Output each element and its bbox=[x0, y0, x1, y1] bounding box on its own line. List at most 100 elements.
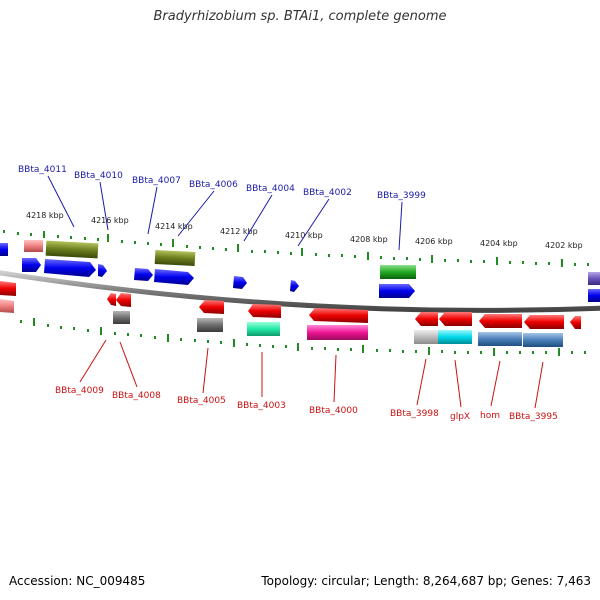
gene-feature-left-edge[interactable] bbox=[0, 299, 14, 313]
scale-dot bbox=[147, 242, 149, 245]
scale-tick bbox=[167, 334, 169, 342]
gene-feature[interactable] bbox=[113, 311, 130, 324]
gene-arrow[interactable] bbox=[154, 269, 194, 285]
gene-label[interactable]: hom bbox=[480, 411, 500, 421]
leader-line bbox=[416, 358, 427, 406]
gene-feature[interactable] bbox=[523, 333, 563, 347]
gene-arrow[interactable] bbox=[309, 308, 368, 323]
scale-dot bbox=[584, 351, 586, 354]
scale-dot bbox=[389, 349, 391, 352]
gene-feature[interactable] bbox=[307, 325, 368, 340]
gene-arrow[interactable] bbox=[479, 314, 522, 328]
scale-tick bbox=[172, 239, 174, 247]
leader-line bbox=[202, 347, 209, 394]
leader-line bbox=[243, 194, 273, 242]
scale-dot bbox=[20, 320, 22, 323]
reverse-strand-features bbox=[0, 281, 581, 347]
scale-dot bbox=[480, 351, 482, 354]
gene-arrow[interactable] bbox=[415, 312, 438, 326]
genome-summary: Topology: circular; Length: 8,264,687 bp… bbox=[261, 574, 591, 588]
gene-label[interactable]: glpX bbox=[450, 412, 470, 422]
scale-dot bbox=[47, 324, 49, 327]
gene-label[interactable]: BBta_4004 bbox=[246, 184, 295, 194]
scale-dot bbox=[272, 345, 274, 348]
gene-feature[interactable] bbox=[247, 322, 280, 336]
gene-arrow[interactable] bbox=[379, 284, 415, 298]
scale-dot bbox=[402, 350, 404, 353]
scale-dot bbox=[264, 250, 266, 253]
scale-tick bbox=[301, 248, 303, 256]
gene-arrow[interactable] bbox=[233, 276, 247, 289]
scale-dot bbox=[140, 334, 142, 337]
gene-label[interactable]: BBta_4009 bbox=[55, 386, 104, 396]
gene-feature[interactable] bbox=[197, 318, 223, 332]
gene-feature[interactable] bbox=[414, 330, 438, 344]
scale-dot bbox=[114, 332, 116, 335]
scale-tick bbox=[558, 348, 560, 356]
leader-line bbox=[454, 359, 462, 408]
gene-feature[interactable] bbox=[438, 330, 472, 344]
scale-dot bbox=[17, 232, 19, 235]
genome-backbone bbox=[0, 270, 600, 313]
gene-arrow[interactable] bbox=[22, 258, 41, 272]
scale-tick bbox=[297, 343, 299, 351]
scale-tick bbox=[428, 347, 430, 355]
leader-line bbox=[47, 175, 75, 228]
reverse-gene-labels: BBta_4009 BBta_4008 BBta_4005 BBta_4003 … bbox=[55, 386, 558, 422]
scale-dot bbox=[246, 343, 248, 346]
scale-tick bbox=[233, 339, 235, 347]
gene-arrow[interactable] bbox=[134, 268, 153, 281]
gene-feature[interactable] bbox=[588, 272, 600, 285]
scale-label: 4214 kbp bbox=[155, 222, 193, 231]
leader-line bbox=[79, 339, 107, 383]
gene-feature[interactable] bbox=[154, 249, 196, 267]
gene-label[interactable]: BBta_4011 bbox=[18, 165, 67, 175]
reverse-label-leaders bbox=[79, 339, 544, 409]
gene-arrow[interactable] bbox=[199, 300, 224, 314]
gene-label[interactable]: BBta_3999 bbox=[377, 191, 426, 201]
gene-arrow[interactable] bbox=[570, 316, 581, 329]
gene-arrow[interactable] bbox=[98, 264, 107, 277]
scale-label: 4218 kbp bbox=[26, 211, 64, 220]
leader-line bbox=[398, 201, 403, 251]
gene-label[interactable]: BBta_4010 bbox=[74, 171, 123, 181]
gene-label[interactable]: BBta_4006 bbox=[189, 180, 238, 190]
gene-feature[interactable] bbox=[45, 240, 99, 259]
gene-feature-left-edge[interactable] bbox=[0, 243, 8, 256]
gene-feature[interactable] bbox=[478, 332, 522, 346]
scale-tick bbox=[237, 244, 239, 252]
gene-label[interactable]: BBta_3998 bbox=[390, 409, 439, 419]
scale-dot bbox=[84, 237, 86, 240]
gene-arrow[interactable] bbox=[439, 312, 472, 326]
scale-tick bbox=[107, 234, 109, 242]
scale-dot bbox=[97, 238, 99, 241]
scale-dot bbox=[70, 236, 72, 239]
gene-label[interactable]: BBta_4008 bbox=[112, 391, 161, 401]
gene-arrow[interactable] bbox=[248, 304, 281, 318]
gene-label[interactable]: BBta_4005 bbox=[177, 396, 226, 406]
gene-feature[interactable] bbox=[588, 289, 600, 302]
gene-label[interactable]: BBta_4007 bbox=[132, 176, 181, 186]
leader-line bbox=[147, 186, 158, 235]
gene-label[interactable]: BBta_4000 bbox=[309, 406, 358, 416]
gene-arrow[interactable] bbox=[116, 293, 131, 307]
scale-dot bbox=[548, 262, 550, 265]
gene-feature[interactable] bbox=[380, 265, 416, 279]
gene-arrow[interactable] bbox=[44, 259, 96, 277]
gene-label[interactable]: BBta_4002 bbox=[303, 188, 352, 198]
gene-label[interactable]: BBta_3995 bbox=[509, 412, 558, 422]
scale-dot bbox=[522, 261, 524, 264]
gene-arrow[interactable] bbox=[107, 293, 116, 306]
gene-feature[interactable] bbox=[24, 240, 43, 252]
scale-dot bbox=[180, 338, 182, 341]
gene-arrow[interactable] bbox=[290, 280, 299, 292]
forward-gene-labels: BBta_4011 BBta_4010 BBta_4007 BBta_4006 … bbox=[18, 165, 426, 201]
scale-dot bbox=[251, 250, 253, 253]
scale-dot bbox=[259, 344, 261, 347]
scale-dot bbox=[444, 259, 446, 262]
gene-feature-left-edge[interactable] bbox=[0, 281, 16, 296]
scale-dot bbox=[212, 247, 214, 250]
scale-dot bbox=[220, 341, 222, 344]
gene-label[interactable]: BBta_4003 bbox=[237, 401, 286, 411]
gene-arrow[interactable] bbox=[524, 315, 564, 329]
